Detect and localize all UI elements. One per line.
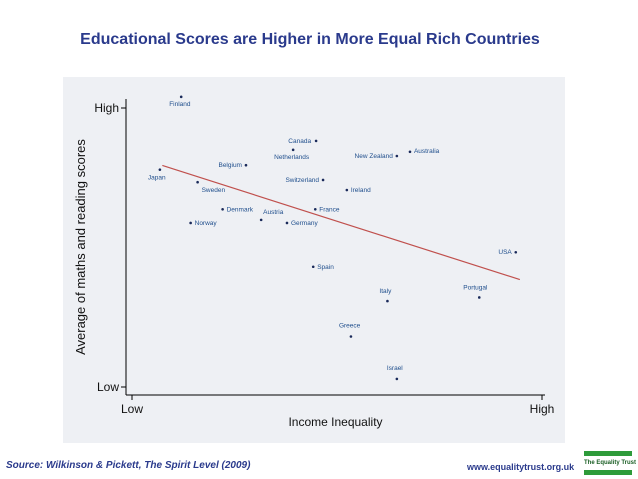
chart-panel: Average of maths and reading scores Inco… [63, 77, 565, 443]
point-label: Israel [387, 365, 403, 372]
data-point [291, 148, 295, 152]
point-label: Greece [339, 323, 361, 330]
data-point [158, 168, 162, 171]
point-label: Finland [169, 101, 191, 108]
axis-ticks: Low High Low High [94, 101, 554, 416]
data-point [311, 265, 315, 269]
logo-bar-bottom [584, 470, 632, 475]
data-point [395, 154, 399, 158]
point-label: Belgium [218, 162, 241, 169]
logo-text: The Equality Trust [584, 460, 637, 466]
y-tick-label: Low [97, 380, 119, 394]
data-point [386, 299, 389, 303]
point-label: Ireland [351, 187, 371, 194]
logo-bar-top [584, 451, 632, 456]
point-label: Norway [195, 220, 218, 227]
source-citation: Source: Wilkinson & Pickett, The Spirit … [6, 460, 251, 471]
point-label: Canada [288, 138, 311, 145]
point-label: France [319, 206, 340, 213]
slide-title: Educational Scores are Higher in More Eq… [80, 31, 540, 48]
data-point [477, 296, 481, 299]
data-point [179, 95, 183, 99]
data-point [285, 221, 289, 225]
trend-line [162, 164, 521, 281]
y-axis-label: Average of maths and reading scores [73, 139, 88, 355]
data-point [514, 250, 518, 254]
point-label: Portugal [463, 284, 488, 291]
data-point [395, 377, 399, 381]
data-point [314, 139, 318, 143]
point-label: Austria [263, 209, 284, 216]
point-label: Netherlands [274, 154, 310, 161]
y-tick-label: High [94, 101, 119, 115]
equality-trust-logo: The Equality Trust [584, 451, 637, 475]
point-label: New Zealand [355, 153, 394, 160]
data-point [321, 178, 325, 182]
website-link[interactable]: www.equalitytrust.org.uk [467, 462, 575, 472]
data-point [349, 335, 353, 338]
data-point [189, 221, 192, 225]
data-point [244, 163, 248, 167]
data-point [345, 188, 349, 192]
data-point [408, 150, 412, 154]
x-tick-label: Low [121, 402, 143, 416]
data-point [259, 218, 263, 222]
data-points: Finland Canada Netherlands Australia New Zea… [148, 95, 518, 381]
point-label: Italy [379, 288, 392, 295]
point-label: Sweden [202, 187, 226, 194]
data-point [313, 207, 317, 211]
point-label: USA [498, 249, 512, 256]
data-point [196, 180, 199, 184]
point-label: Japan [148, 175, 166, 182]
x-tick-label: High [530, 402, 555, 416]
point-label: Switzerland [285, 177, 319, 184]
x-axis-label: Income Inequality [288, 415, 382, 429]
point-label: Spain [317, 264, 334, 271]
data-point [221, 207, 224, 211]
point-label: Denmark [227, 206, 254, 213]
scatter-chart: Average of maths and reading scores Inco… [73, 95, 554, 429]
point-label: Australia [414, 148, 440, 155]
point-label: Germany [291, 220, 318, 227]
